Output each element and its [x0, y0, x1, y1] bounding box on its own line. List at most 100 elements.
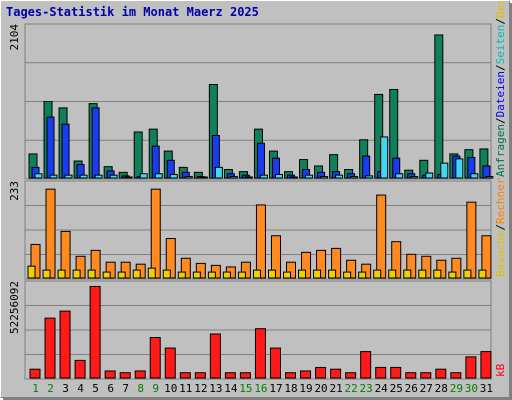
- bar-seiten-day-11: [184, 176, 193, 179]
- bar-kb-day-21: [330, 368, 342, 379]
- legend-entry: Anfragen: [494, 124, 507, 177]
- bar-dateien-day-5: [91, 107, 100, 179]
- bar-kb-day-11: [179, 372, 191, 379]
- bar-kb-day-22: [345, 372, 357, 379]
- bar-kb-day-18: [285, 372, 297, 379]
- legend-top: Anfragen/Dateien/Seiten/Besuche: [494, 1, 507, 177]
- bar-besuche-day-13: [207, 271, 216, 279]
- legend-entry: Besuche: [494, 1, 507, 18]
- bar-dateien-day-23: [362, 155, 371, 179]
- bar-rechner-day-2: [45, 188, 56, 279]
- x-tick-label: 30: [465, 382, 478, 395]
- bar-seiten-day-7: [124, 176, 133, 179]
- x-tick-label: 21: [329, 382, 342, 395]
- x-tick-label: 19: [299, 382, 312, 395]
- bar-kb-day-2: [44, 317, 56, 379]
- bar-besuche-day-22: [343, 271, 352, 279]
- legend-entry: Rechner: [494, 177, 507, 224]
- bar-besuche-day-20: [313, 269, 322, 279]
- bar-seiten-day-24: [380, 136, 389, 179]
- bar-besuche-day-12: [192, 271, 201, 279]
- x-tick-label: 7: [122, 382, 129, 395]
- bar-seiten-day-22: [350, 176, 359, 179]
- bar-besuche-day-5: [87, 269, 96, 279]
- legend-entry: Seiten: [494, 25, 507, 65]
- bar-kb-day-8: [134, 370, 146, 379]
- bar-besuche-day-29: [448, 271, 457, 279]
- bar-seiten-day-26: [410, 176, 419, 179]
- bar-besuche-day-2: [42, 269, 51, 279]
- bar-besuche-day-31: [478, 269, 487, 279]
- x-tick-label: 28: [435, 382, 448, 395]
- x-tick-label: 16: [254, 382, 267, 395]
- bar-seiten-day-31: [485, 176, 494, 179]
- bar-dateien-day-16: [256, 142, 265, 179]
- bar-seiten-day-29: [455, 158, 464, 179]
- bar-besuche-day-23: [358, 271, 367, 279]
- bar-kb-day-17: [269, 347, 281, 379]
- x-tick-label: 29: [450, 382, 463, 395]
- x-tick-label: 10: [164, 382, 177, 395]
- x-tick-label: 9: [152, 382, 159, 395]
- bar-seiten-day-27: [425, 172, 434, 179]
- axis-max-label: 2104: [8, 24, 21, 51]
- bar-kb-day-16: [254, 328, 266, 379]
- bar-rechner-day-30: [466, 201, 477, 279]
- bar-besuche-day-9: [147, 267, 156, 279]
- bar-seiten-day-15: [244, 176, 253, 179]
- chart-title: Tages-Statistik im Monat Maerz 2025: [6, 5, 259, 19]
- bar-kb-day-19: [300, 370, 312, 379]
- bar-kb-day-6: [104, 370, 116, 379]
- bar-besuche-day-15: [237, 271, 246, 279]
- bar-besuche-day-4: [72, 269, 81, 279]
- bar-seiten-day-12: [199, 176, 208, 179]
- legend-entry: Besuche: [494, 231, 507, 277]
- x-tick-label: 26: [405, 382, 418, 395]
- bar-besuche-day-28: [433, 269, 442, 279]
- bar-anfragen-day-8: [133, 131, 143, 179]
- bar-seiten-day-10: [169, 173, 178, 179]
- x-tick-label: 6: [107, 382, 114, 395]
- legend-entry: Dateien: [494, 71, 507, 117]
- x-tick-label: 31: [480, 382, 493, 395]
- x-tick-label: 14: [224, 382, 238, 395]
- x-tick-label: 22: [345, 382, 358, 395]
- bar-seiten-day-2: [49, 174, 58, 179]
- x-tick-label: 11: [179, 382, 192, 395]
- bar-besuche-day-24: [373, 269, 382, 279]
- bar-kb-day-20: [315, 366, 327, 379]
- bar-besuche-day-7: [117, 271, 126, 279]
- bar-besuche-day-18: [283, 271, 292, 279]
- legend-entry: /: [494, 224, 507, 231]
- bar-rechner-day-16: [255, 204, 266, 279]
- x-tick-label: 27: [420, 382, 433, 395]
- bar-kb-day-10: [164, 347, 176, 379]
- bar-besuche-day-6: [102, 271, 111, 279]
- bar-seiten-day-18: [290, 176, 299, 179]
- x-tick-label: 25: [390, 382, 403, 395]
- bar-seiten-day-13: [214, 166, 223, 179]
- panel-bottom: 52256092 kB: [8, 280, 507, 380]
- bar-kb-day-30: [465, 356, 477, 379]
- bar-kb-day-28: [435, 368, 447, 379]
- bar-kb-day-24: [375, 366, 387, 379]
- bar-kb-day-13: [209, 333, 221, 379]
- bar-besuche-day-19: [298, 269, 307, 279]
- x-tick-label: 8: [137, 382, 144, 395]
- bar-besuche-day-11: [177, 271, 186, 279]
- bar-seiten-day-14: [229, 176, 238, 179]
- bar-seiten-day-16: [259, 174, 268, 179]
- bar-dateien-day-9: [151, 145, 160, 179]
- bar-kb-day-3: [59, 310, 71, 379]
- bar-seiten-day-1: [34, 173, 43, 179]
- x-tick-label: 23: [360, 382, 373, 395]
- bar-anfragen-day-28: [434, 34, 444, 179]
- legend-entry: /: [494, 18, 507, 25]
- bar-besuche-day-27: [418, 269, 427, 279]
- bar-dateien-day-2: [46, 116, 55, 179]
- bar-seiten-day-5: [94, 174, 103, 179]
- legend-entry: kB: [494, 363, 507, 377]
- bar-besuche-day-10: [162, 269, 171, 279]
- bar-kb-day-23: [360, 351, 372, 379]
